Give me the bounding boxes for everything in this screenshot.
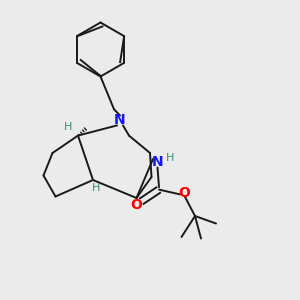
Text: H: H bbox=[92, 183, 100, 194]
Text: O: O bbox=[130, 198, 142, 212]
Text: H: H bbox=[64, 122, 73, 132]
Text: N: N bbox=[152, 155, 163, 169]
Text: H: H bbox=[166, 153, 174, 164]
Text: N: N bbox=[114, 113, 126, 127]
Text: O: O bbox=[178, 186, 190, 200]
